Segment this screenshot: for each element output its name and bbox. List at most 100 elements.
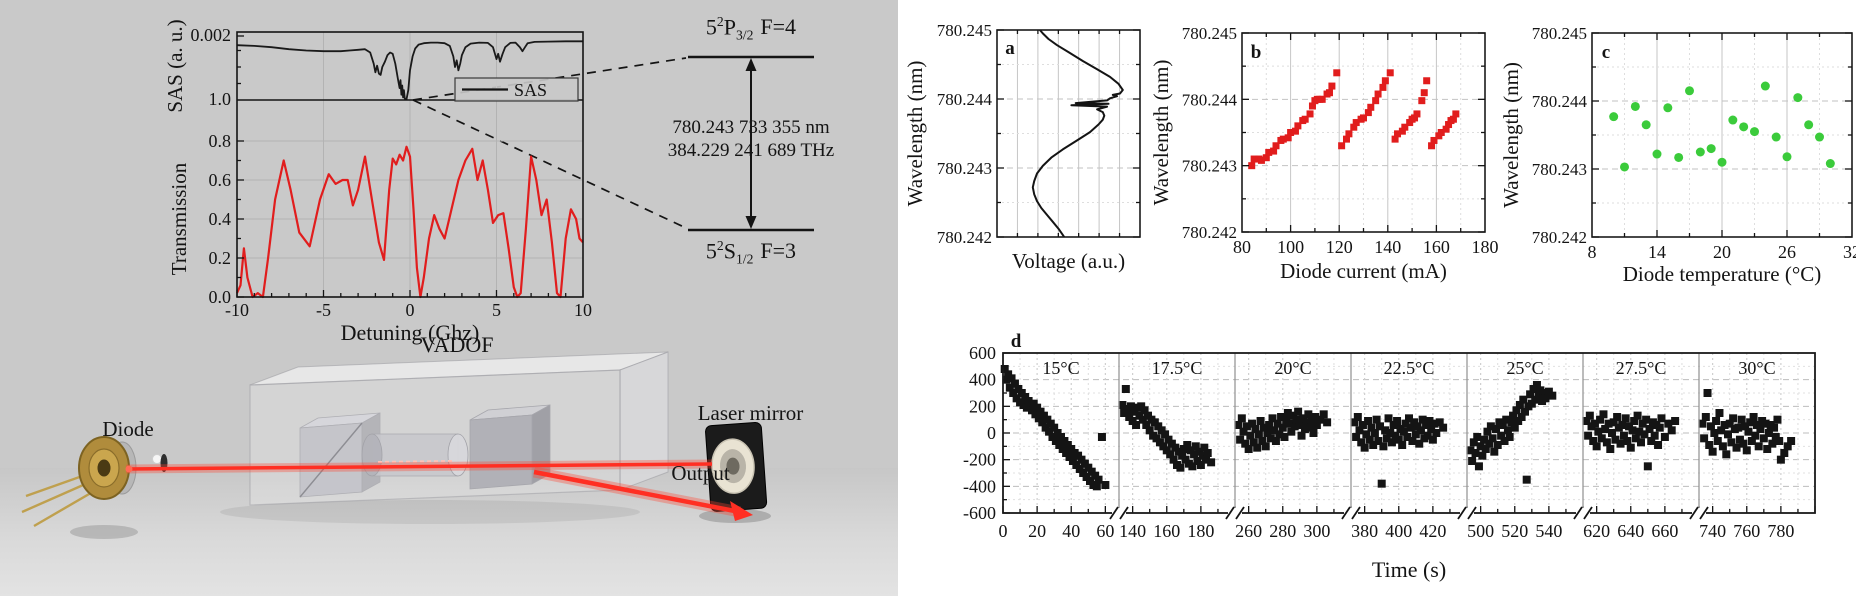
svg-text:100: 100 (1277, 237, 1304, 257)
laser-mirror-component (705, 421, 768, 512)
svg-text:780.244: 780.244 (937, 90, 993, 109)
upper-level-label: 52P3/2 F=4 (705, 14, 797, 43)
svg-text:600: 600 (969, 343, 996, 363)
svg-text:SAS (a. u.): SAS (a. u.) (163, 19, 187, 112)
svg-text:-10: -10 (225, 300, 249, 320)
left-figure-canvas: -10 -5 0 5 10 0.002 1.0 0.0 0.2 0.4 0.6 0.8 Detuning… (0, 19, 898, 596)
svg-text:140: 140 (1374, 237, 1401, 257)
svg-text:780.242: 780.242 (937, 228, 992, 247)
svg-text:420: 420 (1419, 521, 1446, 541)
svg-text:1.0: 1.0 (209, 89, 232, 109)
svg-text:0: 0 (987, 423, 996, 443)
svg-text:Wavelength (nm): Wavelength (nm) (1499, 62, 1523, 208)
svg-text:25°C: 25°C (1506, 358, 1543, 378)
svg-text:160: 160 (1423, 237, 1450, 257)
diode-component (21, 436, 137, 528)
svg-text:780.243: 780.243 (1532, 160, 1587, 179)
svg-text:780.243: 780.243 (1182, 157, 1237, 176)
svg-text:Diode current (mA): Diode current (mA) (1280, 259, 1447, 283)
svg-text:0.0: 0.0 (209, 287, 232, 307)
svg-text:Wavelength (nm): Wavelength (nm) (1149, 60, 1173, 206)
svg-text:780.245: 780.245 (1182, 24, 1237, 43)
svg-text:c: c (1602, 42, 1610, 63)
output-label: Output (671, 461, 730, 485)
svg-text:780: 780 (1767, 521, 1794, 541)
svg-text:Detuning (Ghz): Detuning (Ghz) (341, 320, 480, 345)
svg-text:300: 300 (1303, 521, 1330, 541)
svg-text:-200: -200 (963, 450, 996, 470)
svg-text:Diode temperature (°C): Diode temperature (°C) (1623, 262, 1822, 286)
svg-text:0.6: 0.6 (209, 170, 232, 190)
lower-level-label: 52S1/2 F=3 (705, 238, 797, 267)
svg-text:0: 0 (406, 300, 415, 320)
svg-text:Time (s): Time (s) (1372, 557, 1446, 582)
svg-text:0: 0 (999, 521, 1008, 541)
lower-level-n: 5 (705, 238, 717, 264)
svg-text:a: a (1005, 38, 1015, 59)
svg-text:17.5°C: 17.5°C (1152, 358, 1203, 378)
svg-text:400: 400 (969, 370, 996, 390)
svg-text:780.245: 780.245 (1532, 24, 1587, 43)
spectroscopy-chart: -10 -5 0 5 10 0.002 1.0 0.0 0.2 0.4 0.6 0.8 Detuning… (163, 19, 592, 345)
svg-text:780.244: 780.244 (1182, 90, 1238, 109)
arrow-up-icon (745, 58, 757, 71)
svg-text:780.244: 780.244 (1532, 92, 1588, 111)
output-arrow-icon (730, 501, 753, 521)
svg-text:160: 160 (1153, 521, 1180, 541)
svg-text:380: 380 (1351, 521, 1378, 541)
chart-c: 780.242 780.243 780.244 780.245 8 14 20 26 32 Dio… (1499, 24, 1856, 286)
svg-text:620: 620 (1583, 521, 1610, 541)
svg-text:-600: -600 (963, 503, 996, 523)
svg-text:27.5°C: 27.5°C (1616, 358, 1667, 378)
svg-text:180: 180 (1187, 521, 1214, 541)
svg-text:0.8: 0.8 (209, 131, 232, 151)
svg-text:5: 5 (492, 300, 501, 320)
vadof-label: VADOF (420, 332, 494, 357)
svg-text:32: 32 (1843, 242, 1856, 262)
arrow-down-icon (745, 216, 757, 229)
svg-text:0.002: 0.002 (191, 25, 232, 45)
svg-text:260: 260 (1235, 521, 1262, 541)
upper-level-n: 5 (705, 14, 717, 40)
svg-text:200: 200 (969, 396, 996, 416)
chart-d: 0 20 40 60 15°C 140 160 180 17.5°C 260 280 300 20°C 3… (963, 331, 1816, 582)
svg-text:760: 760 (1733, 521, 1760, 541)
laser-mirror-label: Laser mirror (697, 401, 804, 425)
transition-wavelength-label: 780.243 733 355 nm (672, 117, 830, 138)
chart-a: 780.242 780.243 780.244 780.245 Voltage (a.u… (903, 21, 1141, 273)
transition-frequency-label: 384.229 241 689 THz (667, 140, 835, 161)
svg-text:520: 520 (1501, 521, 1528, 541)
svg-text:20: 20 (1028, 521, 1046, 541)
svg-text:780.245: 780.245 (937, 21, 992, 40)
vadof-front-face (249, 369, 621, 506)
diode-label: Diode (102, 417, 154, 441)
level-diagram-lines (412, 55, 814, 232)
svg-text:780.243: 780.243 (937, 159, 992, 178)
svg-text:740: 740 (1699, 521, 1726, 541)
svg-text:8: 8 (1588, 242, 1597, 262)
svg-text:400: 400 (1385, 521, 1412, 541)
chart-b: 780.242 780.243 780.244 780.245 80 100 120 140 1… (1149, 24, 1499, 283)
svg-text:540: 540 (1535, 521, 1562, 541)
svg-text:140: 140 (1119, 521, 1146, 541)
svg-text:26: 26 (1778, 242, 1796, 262)
svg-text:780.242: 780.242 (1182, 223, 1237, 242)
svg-text:SAS: SAS (514, 80, 547, 100)
diode-shadow (70, 525, 138, 539)
svg-text:0.2: 0.2 (209, 248, 232, 268)
svg-text:660: 660 (1651, 521, 1678, 541)
svg-text:-400: -400 (963, 476, 996, 496)
svg-text:-5: -5 (316, 300, 331, 320)
box-shadow (220, 500, 640, 524)
svg-text:Wavelength (nm): Wavelength (nm) (903, 61, 927, 207)
svg-text:0.4: 0.4 (209, 209, 232, 229)
svg-text:20°C: 20°C (1274, 358, 1311, 378)
svg-text:22.5°C: 22.5°C (1384, 358, 1435, 378)
optics-scene (21, 351, 771, 539)
svg-text:d: d (1011, 331, 1022, 352)
svg-text:14: 14 (1648, 242, 1666, 262)
svg-text:Voltage (a.u.): Voltage (a.u.) (1012, 249, 1125, 273)
laser-beam (125, 459, 753, 521)
svg-text:500: 500 (1467, 521, 1494, 541)
